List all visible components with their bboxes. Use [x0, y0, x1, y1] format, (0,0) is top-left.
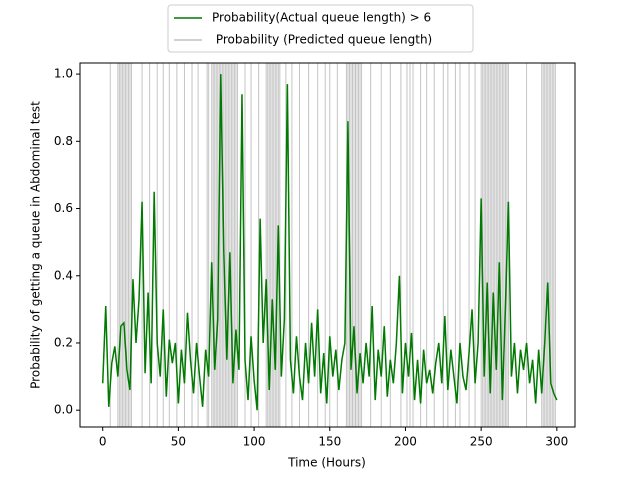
x-tick-label: 300 [545, 435, 568, 449]
x-tick-label: 50 [171, 435, 186, 449]
y-tick-label: 0.2 [54, 335, 73, 349]
y-tick-label: 0.6 [54, 201, 73, 215]
legend: Probability(Actual queue length) > 6 Pro… [167, 4, 474, 53]
x-tick-label: 100 [243, 435, 266, 449]
y-tick-label: 0.4 [54, 268, 73, 282]
axes-frame [79, 62, 576, 428]
legend-box [167, 4, 474, 53]
x-tick-label: 250 [470, 435, 493, 449]
plot-area [101, 63, 558, 427]
series-line [101, 74, 558, 411]
y-tick-label: 0.0 [54, 403, 73, 417]
legend-label: Probability (Predicted queue length) [212, 33, 432, 47]
y-tick-label: 0.8 [54, 134, 73, 148]
x-tick-label: 150 [318, 435, 341, 449]
x-tick-label: 0 [99, 435, 107, 449]
legend-label: Probability(Actual queue length) > 6 [212, 11, 431, 25]
x-axis-label: Time (Hours) [287, 456, 366, 470]
x-tick-label: 200 [394, 435, 417, 449]
y-tick-label: 1.0 [54, 67, 73, 81]
y-axis-label: Probability of getting a queue in Abdomi… [29, 101, 43, 389]
